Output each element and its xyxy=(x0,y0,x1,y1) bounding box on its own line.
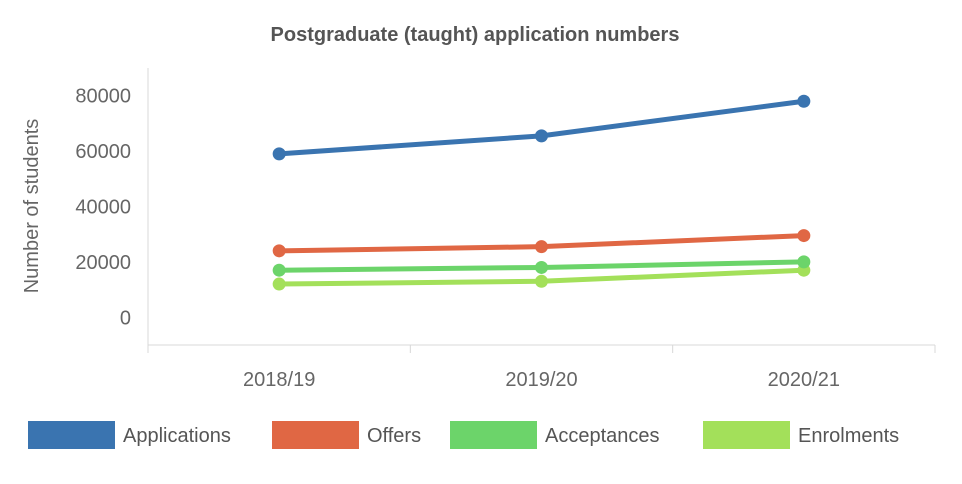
legend-item-applications[interactable]: Applications xyxy=(28,421,231,449)
applications-line xyxy=(276,98,807,157)
legend-swatch xyxy=(28,421,115,449)
series-layer xyxy=(272,94,811,291)
x-tick-label: 2019/20 xyxy=(505,369,577,391)
y-axis-label: Number of students xyxy=(21,119,43,294)
y-tick-label: 40000 xyxy=(75,197,131,219)
offers-point[interactable] xyxy=(797,229,811,243)
applications-point[interactable] xyxy=(797,94,811,108)
acceptances-point[interactable] xyxy=(797,255,811,269)
acceptances-point[interactable] xyxy=(535,260,548,274)
legend-label: Applications xyxy=(123,425,231,447)
legend-item-enrolments[interactable]: Enrolments xyxy=(703,421,899,449)
y-tick-label: 0 xyxy=(120,307,131,329)
offers-point[interactable] xyxy=(535,240,548,254)
legend-swatch xyxy=(703,421,790,449)
legend-label: Acceptances xyxy=(545,425,660,447)
y-axis-ticks: 0 20000 40000 60000 80000 xyxy=(75,86,131,330)
y-tick-label: 20000 xyxy=(75,252,131,274)
applications-point[interactable] xyxy=(272,147,286,161)
applications-point[interactable] xyxy=(535,129,548,143)
enrolments-point[interactable] xyxy=(272,277,286,291)
legend-item-offers[interactable]: Offers xyxy=(272,421,421,449)
offers-point[interactable] xyxy=(272,244,286,258)
legend-swatch xyxy=(450,421,537,449)
legend: Applications Offers Acceptances Enrolments xyxy=(28,421,899,449)
legend-item-acceptances[interactable]: Acceptances xyxy=(450,421,660,449)
x-tick-label: 2020/21 xyxy=(768,369,840,391)
legend-label: Enrolments xyxy=(798,425,899,447)
chart-title: Postgraduate (taught) application number… xyxy=(271,24,680,46)
legend-label: Offers xyxy=(367,425,421,447)
y-tick-label: 80000 xyxy=(75,86,131,108)
y-tick-label: 60000 xyxy=(75,141,131,163)
x-tick-label: 2018/19 xyxy=(243,369,315,391)
legend-swatch xyxy=(272,421,359,449)
enrolments-point[interactable] xyxy=(535,274,548,288)
acceptances-point[interactable] xyxy=(272,263,286,277)
x-axis-ticks: 2018/19 2019/20 2020/21 xyxy=(147,345,936,391)
